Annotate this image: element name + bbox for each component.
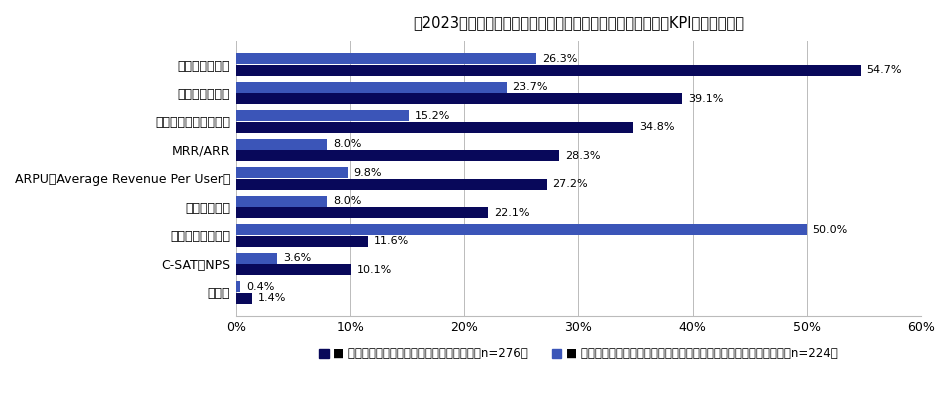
Text: 9.8%: 9.8% (353, 168, 382, 178)
Text: 11.6%: 11.6% (374, 236, 409, 246)
Text: 22.1%: 22.1% (494, 208, 529, 217)
Bar (236, 196, 328, 207)
Text: 8.0%: 8.0% (333, 196, 361, 206)
Bar (236, 253, 277, 264)
Bar (236, 281, 240, 292)
Text: 10.1%: 10.1% (357, 265, 392, 274)
Text: 23.7%: 23.7% (512, 82, 548, 92)
Text: 15.2%: 15.2% (415, 111, 450, 121)
Bar (236, 93, 682, 104)
Bar (236, 264, 352, 275)
Text: 8.0%: 8.0% (333, 139, 361, 149)
Bar (236, 224, 807, 235)
Text: 1.4%: 1.4% (257, 293, 286, 303)
Bar (236, 53, 536, 64)
Bar (236, 82, 506, 93)
Text: 26.3%: 26.3% (542, 54, 578, 64)
Text: 50.0%: 50.0% (812, 225, 847, 235)
Text: 34.8%: 34.8% (639, 122, 674, 132)
Bar (236, 110, 409, 121)
Text: 3.6%: 3.6% (283, 253, 311, 263)
Bar (236, 179, 546, 189)
Bar (236, 150, 560, 161)
Bar (236, 167, 348, 178)
Bar (236, 236, 369, 246)
Bar (236, 122, 634, 132)
Bar (236, 65, 861, 75)
Title: ［2023年］カスタマーサクセスの成果指標として定めているKPI（複数回答）: ［2023年］カスタマーサクセスの成果指標として定めているKPI（複数回答） (413, 15, 744, 30)
Text: 0.4%: 0.4% (246, 282, 275, 292)
Bar (236, 207, 488, 218)
Text: 28.3%: 28.3% (565, 151, 600, 160)
Text: 54.7%: 54.7% (866, 65, 902, 75)
Bar (236, 293, 252, 303)
Bar (236, 139, 328, 150)
Text: 27.2%: 27.2% (552, 179, 588, 189)
Text: 39.1%: 39.1% (688, 94, 724, 103)
Legend: ■ カスタマーサクセスの効果を感じている（n=276）, ■ カスタマーサクセスの効果を感じていない／どちらとも言えない（n=224）: ■ カスタマーサクセスの効果を感じている（n=276）, ■ カスタマーサクセス… (314, 343, 843, 365)
